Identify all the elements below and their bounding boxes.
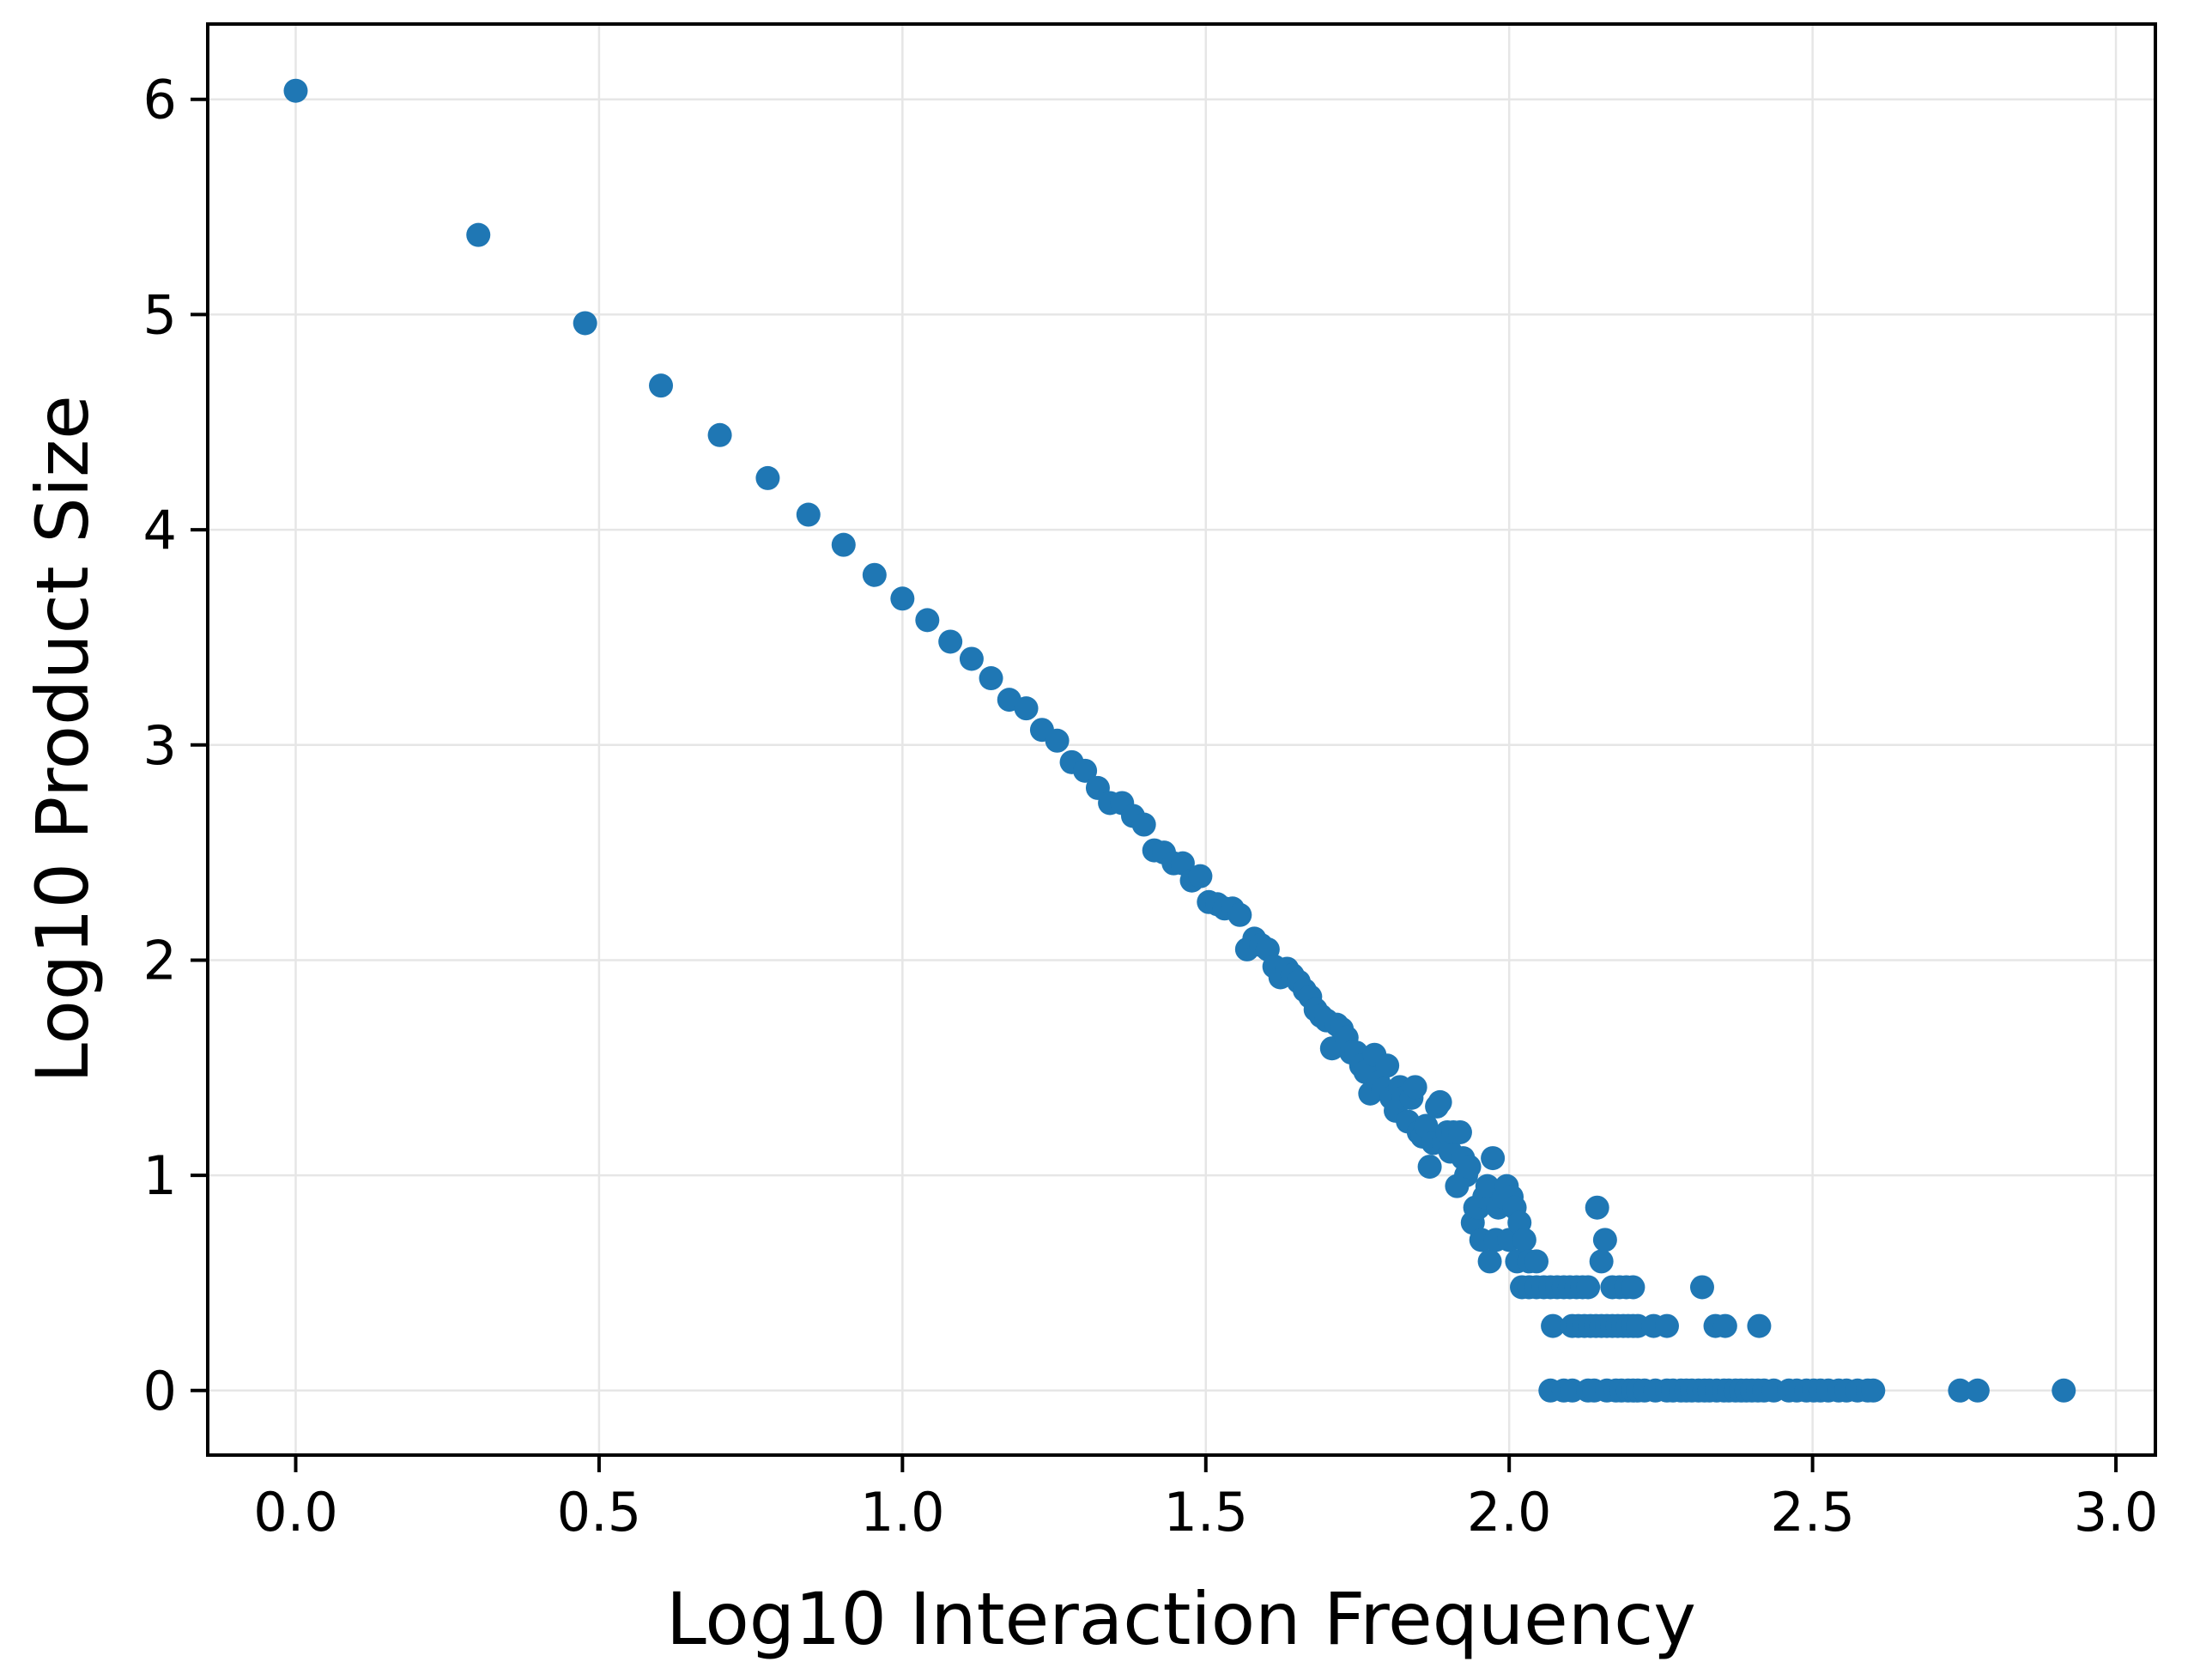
data-point: [1592, 1228, 1617, 1252]
y-tick-label: 1: [143, 1144, 177, 1207]
data-point: [649, 373, 674, 398]
data-point: [1965, 1378, 1990, 1403]
data-point: [1747, 1313, 1772, 1338]
x-tick-label: 3.0: [2074, 1481, 2159, 1544]
data-point: [1447, 1119, 1472, 1144]
data-point: [707, 422, 732, 447]
x-axis-label: Log10 Interaction Frequency: [666, 1577, 1696, 1661]
data-point: [1131, 812, 1156, 837]
data-point: [1403, 1075, 1427, 1100]
x-tick-label: 2.5: [1770, 1481, 1855, 1544]
plot-frame: [206, 22, 2157, 1457]
data-point: [1861, 1378, 1886, 1403]
data-point: [890, 586, 915, 611]
data-point: [1417, 1155, 1442, 1180]
x-tick-label: 0.5: [557, 1481, 642, 1544]
x-tick-label: 1.5: [1163, 1481, 1248, 1544]
x-tick-label: 1.0: [860, 1481, 945, 1544]
data-point: [1948, 1378, 1973, 1403]
axis-ticks: 0.0 0.5 1.0 1.5 2.0 2.5 3.0 0 1 2 3 4 5 6: [143, 69, 2159, 1544]
y-tick-label: 4: [143, 499, 177, 561]
data-point: [1621, 1275, 1646, 1300]
data-point: [1188, 864, 1213, 889]
data-point: [915, 608, 940, 633]
data-point: [1689, 1275, 1714, 1300]
data-point: [2052, 1378, 2076, 1403]
data-point: [1654, 1313, 1679, 1338]
grid: [208, 24, 2155, 1455]
data-point: [1457, 1155, 1482, 1180]
data-point: [1589, 1249, 1614, 1274]
data-point: [1045, 728, 1070, 753]
y-tick-label: 6: [143, 69, 177, 131]
data-point: [1576, 1275, 1601, 1300]
data-point: [1585, 1195, 1609, 1220]
data-point: [1541, 1313, 1566, 1338]
data-point: [959, 646, 984, 671]
data-point: [796, 502, 821, 527]
data-point: [1073, 758, 1098, 783]
data-point: [755, 465, 780, 490]
data-point: [862, 562, 887, 587]
data-point: [1014, 696, 1039, 721]
data-point: [573, 311, 597, 336]
data-point: [1524, 1249, 1549, 1274]
data-point: [1427, 1089, 1452, 1114]
y-tick-label: 2: [143, 929, 177, 992]
data-point: [938, 629, 963, 654]
y-tick-label: 3: [143, 714, 177, 777]
data-point: [1712, 1313, 1737, 1338]
data-point: [979, 666, 1003, 691]
x-tick-label: 2.0: [1467, 1481, 1552, 1544]
data-points: [283, 78, 2076, 1403]
data-point: [1481, 1146, 1506, 1171]
data-point: [466, 222, 491, 247]
data-point: [1512, 1228, 1536, 1252]
data-point: [1375, 1053, 1400, 1078]
y-tick-label: 5: [143, 283, 177, 346]
data-point: [1477, 1249, 1502, 1274]
data-point: [831, 532, 856, 557]
x-tick-label: 0.0: [253, 1481, 338, 1544]
y-tick-label: 0: [143, 1360, 177, 1422]
y-axis-label: Log10 Product Size: [21, 395, 105, 1083]
data-point: [283, 78, 308, 103]
data-point: [1227, 902, 1252, 927]
